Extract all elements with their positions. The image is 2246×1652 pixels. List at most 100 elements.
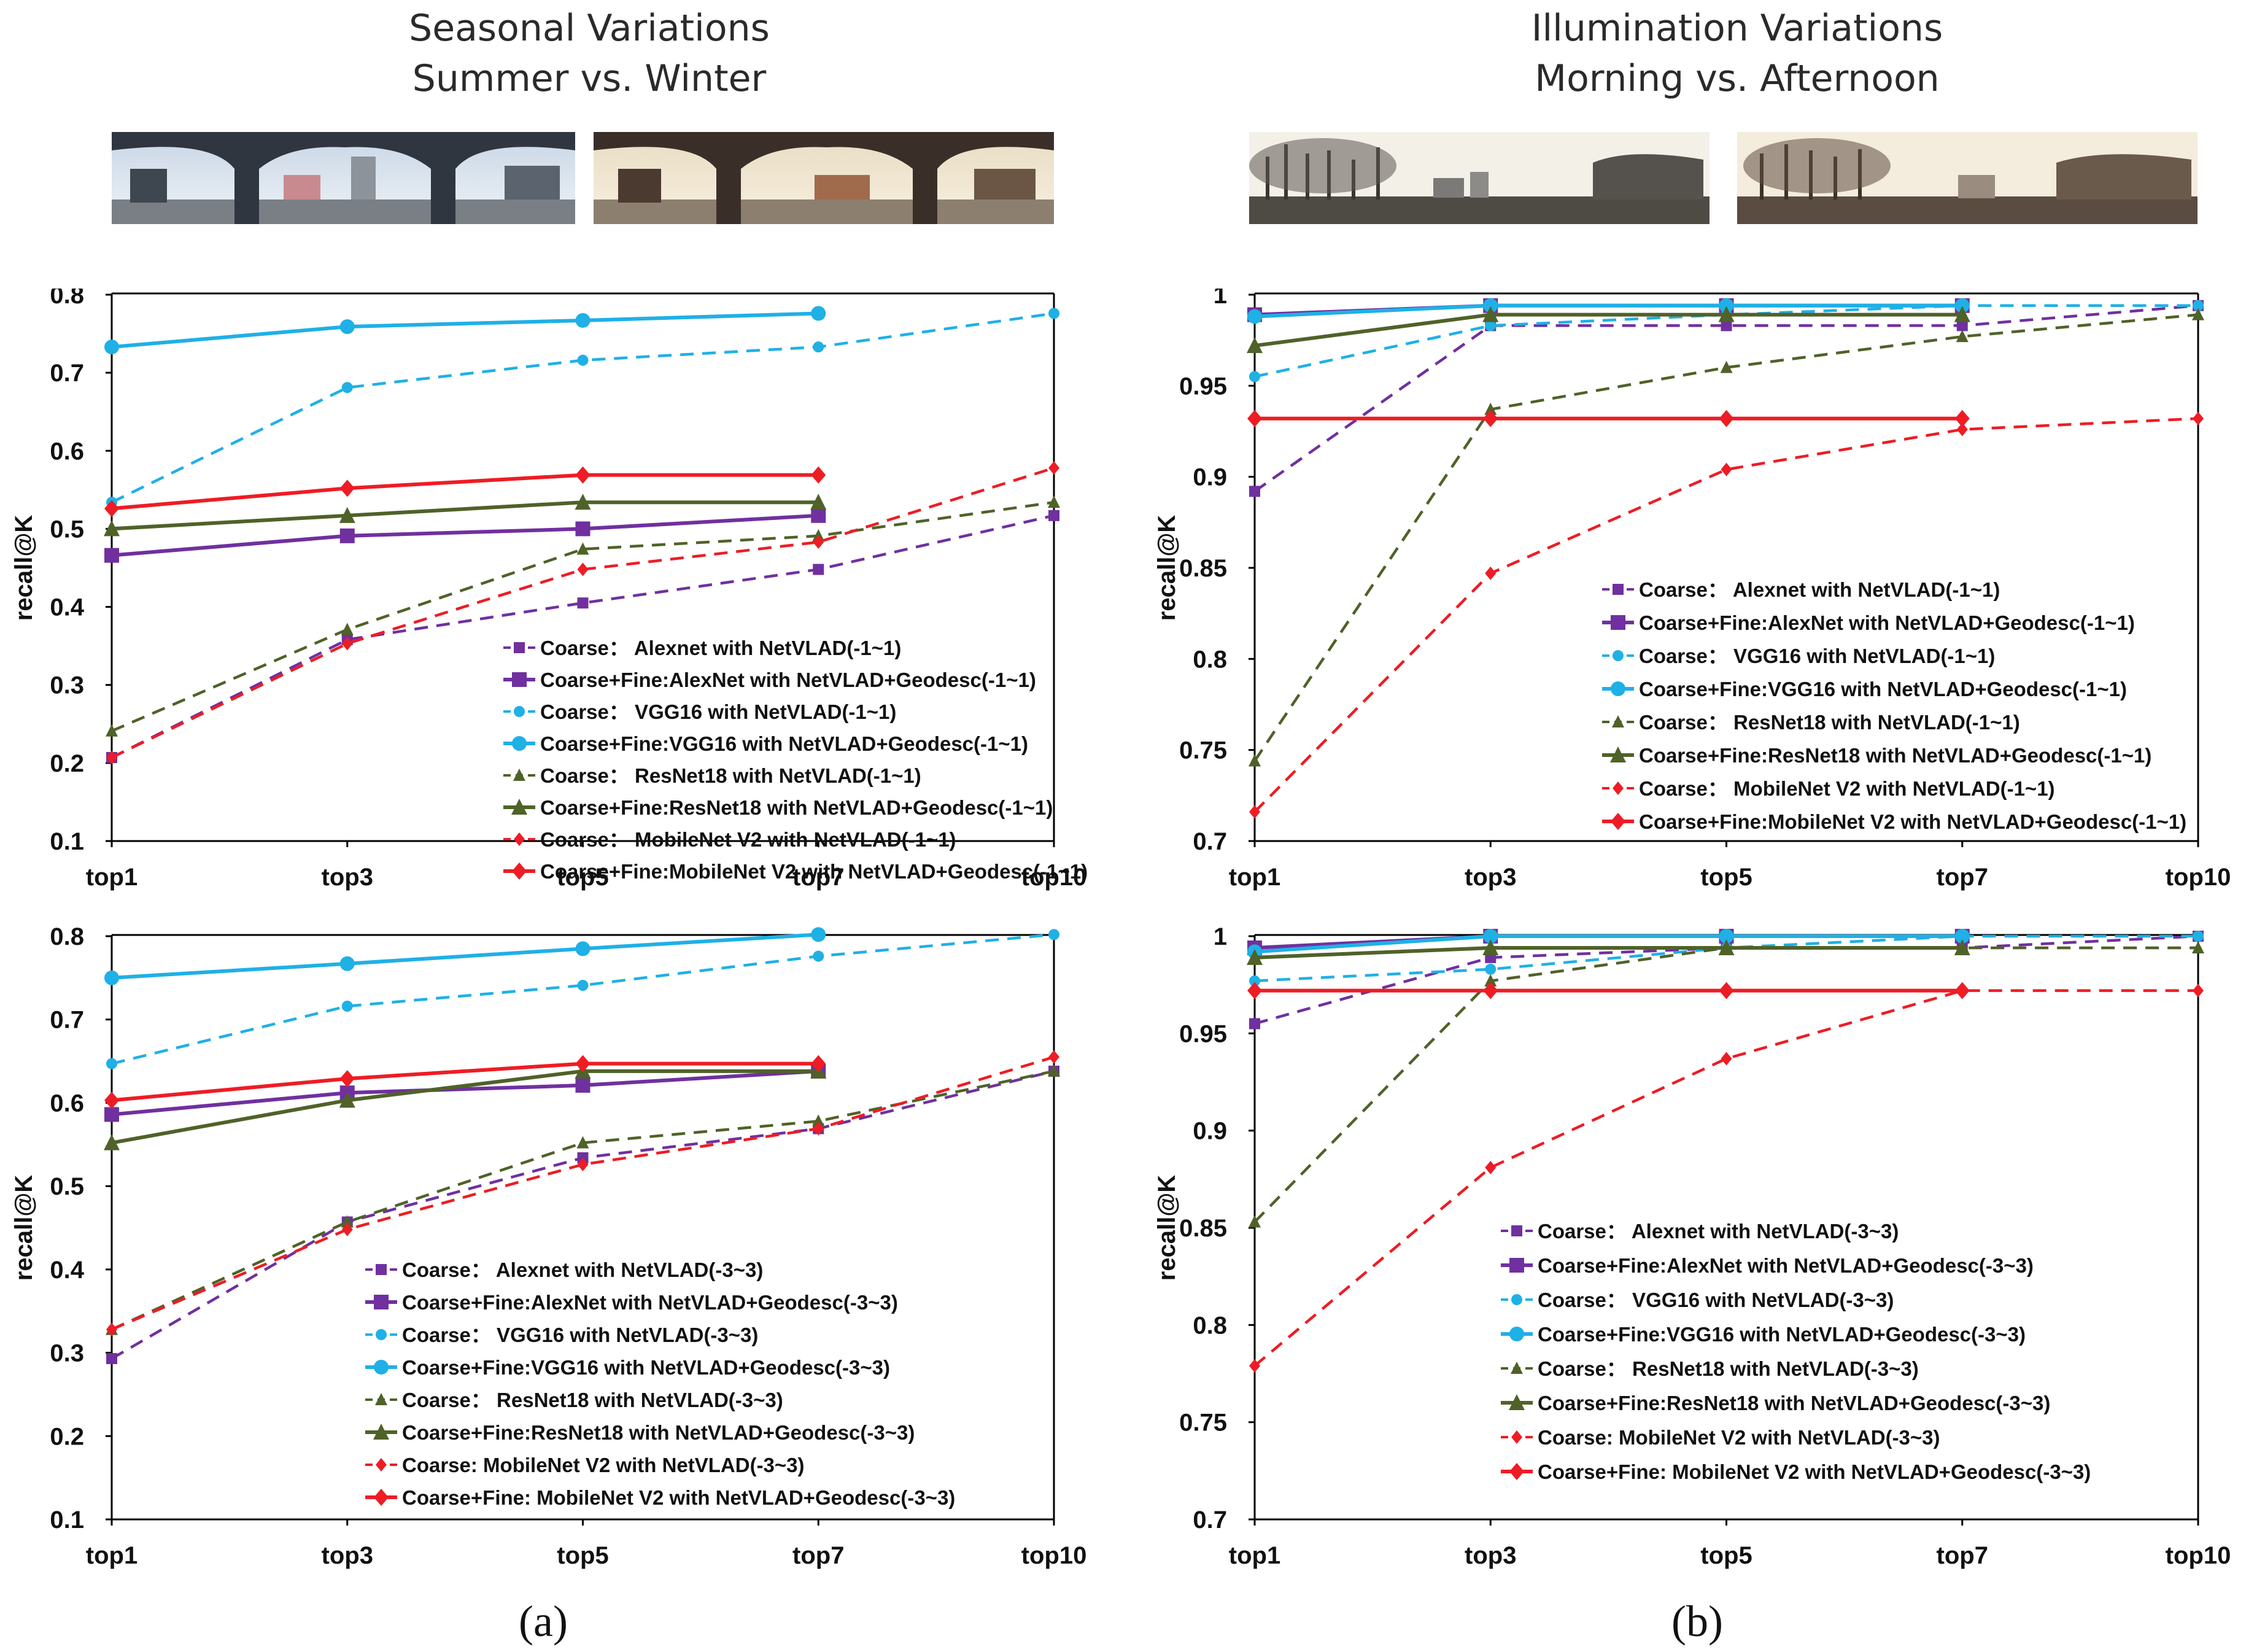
data-point-triangle: [1718, 939, 1735, 955]
data-point-diamond: [339, 479, 355, 497]
x-tick-label: top3: [1465, 1542, 1516, 1569]
legend-marker-diamond: [514, 832, 525, 846]
legend-marker-square: [512, 672, 527, 687]
data-point-triangle: [1954, 939, 1970, 955]
y-tick-label: 0.4: [50, 1257, 84, 1284]
legend-marker-diamond: [376, 1458, 387, 1472]
legend-marker-circle: [1511, 1294, 1522, 1305]
legend-label: Coarse+Fine:ResNet18 with NetVLAD+Geodes…: [402, 1421, 915, 1444]
data-point-triangle: [812, 1114, 825, 1127]
data-point-diamond: [106, 750, 117, 764]
data-point-circle: [577, 980, 589, 991]
data-point-circle: [811, 927, 826, 942]
data-point-diamond: [341, 637, 353, 651]
data-point-diamond: [577, 1157, 589, 1171]
legend-marker-triangle: [1612, 715, 1624, 727]
data-point-triangle: [1247, 337, 1263, 354]
data-point-triangle: [1484, 974, 1497, 987]
legend-label: Coarse： Alexnet with NetVLAD(-1~1): [1639, 578, 2000, 601]
series-line: [111, 1069, 819, 1145]
y-tick-label: 0.6: [50, 1090, 84, 1117]
data-point-triangle: [576, 1136, 589, 1149]
y-tick-label: 0.7: [1193, 1507, 1227, 1534]
series-line: [110, 1069, 1055, 1360]
legend-label: Coarse+Fine:MobileNet V2 with NetVLAD+Ge…: [540, 860, 1088, 883]
data-point-circle: [577, 354, 589, 366]
series-line: [1254, 303, 1962, 319]
series-line: [110, 514, 1055, 759]
series-line: [111, 1055, 1055, 1331]
legend: Coarse： Alexnet with NetVLAD(-3~3) Coarse…: [1501, 1220, 2091, 1483]
panel-b-title-line2: Morning vs. Afternoon: [1535, 57, 1940, 100]
x-tick-label: top7: [792, 864, 844, 891]
data-point-diamond: [2193, 983, 2204, 998]
axes: 0.7 0.75 0.8 0.85 0.9 0.95 1 top1 top3 top5 top7 to…: [1153, 923, 2231, 1569]
series-line: [111, 1069, 819, 1117]
x-tick-label: top1: [86, 1542, 137, 1569]
data-point-triangle: [2192, 941, 2204, 953]
y-tick-label: 0.8: [50, 923, 84, 950]
data-point-diamond: [575, 466, 591, 484]
legend-marker-diamond: [512, 863, 527, 880]
legend-label: Coarse+Fine: MobileNet V2 with NetVLAD+G…: [402, 1486, 955, 1509]
chart-illumination-1x1: 0.7 0.75 0.8 0.85 0.9 0.95 1 top1 top3 top5 top7 to…: [1153, 289, 2231, 891]
series-line: [111, 933, 1055, 1065]
data-point-triangle: [339, 1092, 355, 1108]
data-point-circle: [1048, 929, 1059, 940]
y-tick-label: 0.85: [1179, 1215, 1227, 1242]
data-point-triangle: [106, 724, 118, 737]
data-point-circle: [2193, 931, 2204, 942]
x-tick-label: top10: [1021, 864, 1087, 891]
legend-label: Coarse+Fine:ResNet18 with NetVLAD+Geodes…: [540, 796, 1053, 819]
y-tick-label: 0.8: [1193, 646, 1227, 673]
data-point-circle: [811, 306, 826, 321]
data-point-triangle: [812, 529, 825, 541]
data-point-triangle: [339, 506, 355, 523]
y-tick-label: 0.7: [50, 360, 84, 387]
series-line: [111, 1061, 819, 1103]
legend-label: Coarse: MobileNet V2 with NetVLAD(-3~3): [1538, 1426, 1940, 1449]
series-line: [1253, 417, 2199, 813]
y-tick-label: 0.5: [50, 1173, 84, 1200]
x-tick-label: top7: [792, 1542, 844, 1569]
series-line: [111, 311, 819, 349]
data-point-diamond: [1721, 462, 1732, 476]
series-mobilenet-dashed: [106, 461, 1059, 764]
x-tick-label: top7: [1937, 1542, 1988, 1569]
data-point-circle: [1719, 298, 1734, 313]
legend-label: Coarse+Fine:AlexNet with NetVLAD+Geodesc…: [402, 1291, 898, 1314]
series-resnet18-solid: [1247, 939, 1970, 965]
x-tick-label: top5: [1700, 1542, 1752, 1569]
chart-illumination-3x3: 0.7 0.75 0.8 0.85 0.9 0.95 1 top1 top3 top5 top7 to…: [1153, 923, 2231, 1569]
data-point-circle: [339, 319, 355, 335]
data-point-square: [104, 548, 119, 563]
y-tick-label: 0.8: [1193, 1312, 1227, 1339]
legend-label: Coarse+Fine:VGG16 with NetVLAD+Geodesc(-…: [540, 732, 1028, 755]
data-point-diamond: [104, 500, 119, 518]
panel-b-title-line1: Illumination Variations: [1531, 7, 1943, 50]
data-point-diamond: [1954, 409, 1970, 427]
series-mobilenet-dashed: [1249, 983, 2204, 1373]
data-point-square: [1048, 510, 1059, 521]
data-point-triangle: [1048, 1064, 1060, 1077]
legend-label: Coarse： VGG16 with NetVLAD(-1~1): [1639, 645, 1995, 667]
chart-seasonal-1x1: 0.1 0.2 0.3 0.4 0.5 0.6 0.7 0.8 top1 top3 top5 top7…: [10, 289, 1088, 891]
data-point-circle: [1485, 320, 1497, 332]
data-point-square: [339, 528, 355, 543]
legend-label: Coarse： ResNet18 with NetVLAD(-3~3): [402, 1389, 783, 1411]
data-point-diamond: [2193, 411, 2204, 425]
y-tick-label: 1: [1214, 289, 1227, 309]
data-point-circle: [2193, 300, 2204, 311]
legend-label: Coarse： MobileNet V2 with NetVLAD(-1~1): [1639, 777, 2055, 800]
legend-marker-circle: [512, 736, 527, 751]
data-point-circle: [1954, 929, 1970, 944]
data-point-triangle: [1247, 948, 1263, 965]
data-point-triangle: [1482, 306, 1499, 322]
legend-marker-square: [1613, 584, 1624, 595]
x-tick-label: top1: [1229, 1542, 1280, 1569]
legend-label: Coarse： VGG16 with NetVLAD(-1~1): [540, 700, 896, 723]
series-resnet18-solid: [104, 1062, 827, 1150]
data-point-triangle: [1718, 306, 1735, 322]
legend-marker-square: [1511, 1225, 1522, 1236]
series-line: [111, 933, 819, 980]
